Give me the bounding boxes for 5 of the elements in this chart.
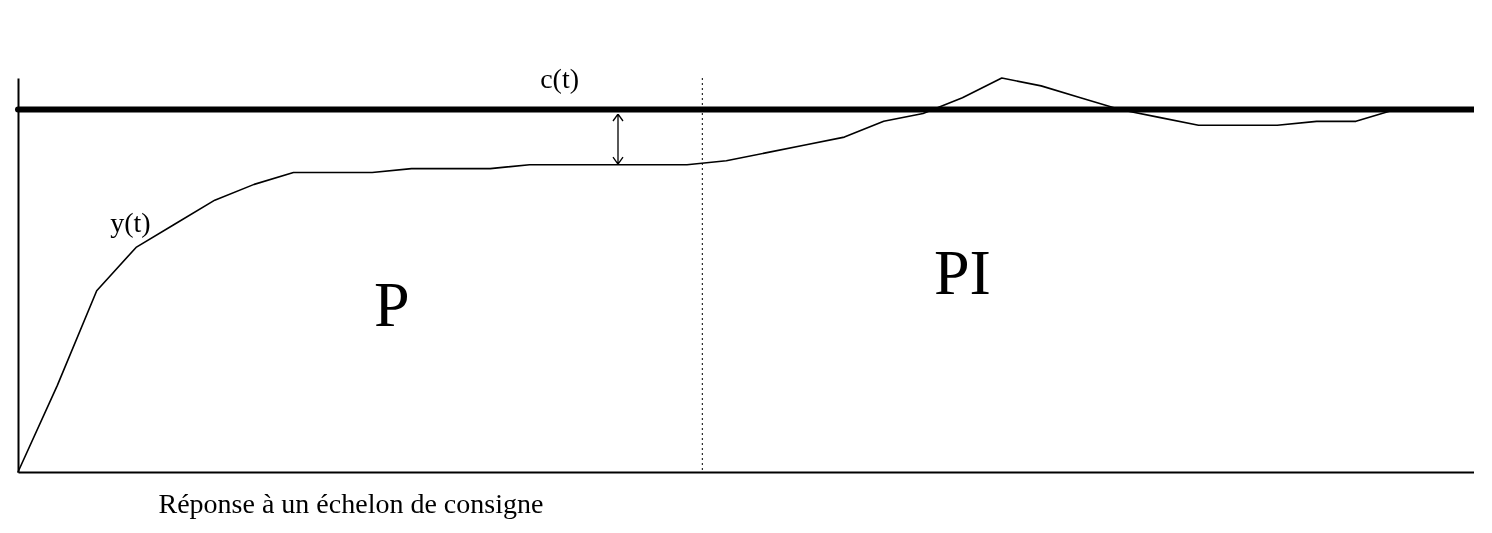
annotation: P bbox=[374, 268, 410, 340]
x-axis-title: Réponse à un échelon de consigne bbox=[158, 487, 544, 519]
series-label: c(t) bbox=[540, 62, 579, 94]
annotation: PI bbox=[933, 237, 991, 308]
series-label: y(t) bbox=[110, 206, 151, 238]
